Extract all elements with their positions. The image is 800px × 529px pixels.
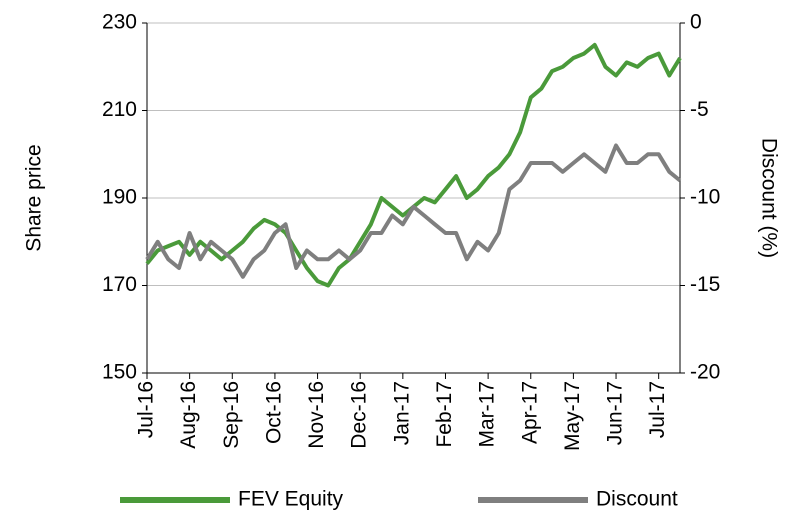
y-tick-label: 170 <box>102 273 137 296</box>
series-line <box>145 143 682 279</box>
x-tick-label: Jul-16 <box>135 381 158 438</box>
x-tick-label: Feb-17 <box>433 381 456 448</box>
legend-label: FEV Equity <box>238 488 344 511</box>
y-axis-label: Share price <box>23 144 46 251</box>
x-tick-label: Sep-16 <box>220 381 243 449</box>
legend-label: Discount <box>596 488 678 511</box>
x-tick-label: Jun-17 <box>604 381 627 445</box>
y2-tick-label: -20 <box>690 361 720 384</box>
y2-tick-label: -10 <box>690 186 720 209</box>
y2-tick-label: -15 <box>690 273 720 296</box>
x-tick-label: Jul-17 <box>646 381 669 438</box>
y2-tick-label: 0 <box>690 11 702 34</box>
x-tick-label: Apr-17 <box>518 381 541 444</box>
x-tick-label: Oct-16 <box>262 381 285 444</box>
y2-axis-label: Discount (%) <box>757 138 780 258</box>
y-tick-label: 150 <box>102 361 137 384</box>
y2-tick-label: -5 <box>690 98 709 121</box>
x-tick-label: Mar-17 <box>476 381 499 448</box>
x-tick-label: Aug-16 <box>177 381 200 449</box>
y-tick-label: 190 <box>102 186 137 209</box>
y-tick-label: 230 <box>102 11 137 34</box>
x-tick-label: Jan-17 <box>390 381 413 445</box>
x-tick-label: May-17 <box>561 381 584 451</box>
x-tick-label: Dec-16 <box>348 381 371 449</box>
x-tick-label: Nov-16 <box>305 381 328 449</box>
y-tick-label: 210 <box>102 98 137 121</box>
